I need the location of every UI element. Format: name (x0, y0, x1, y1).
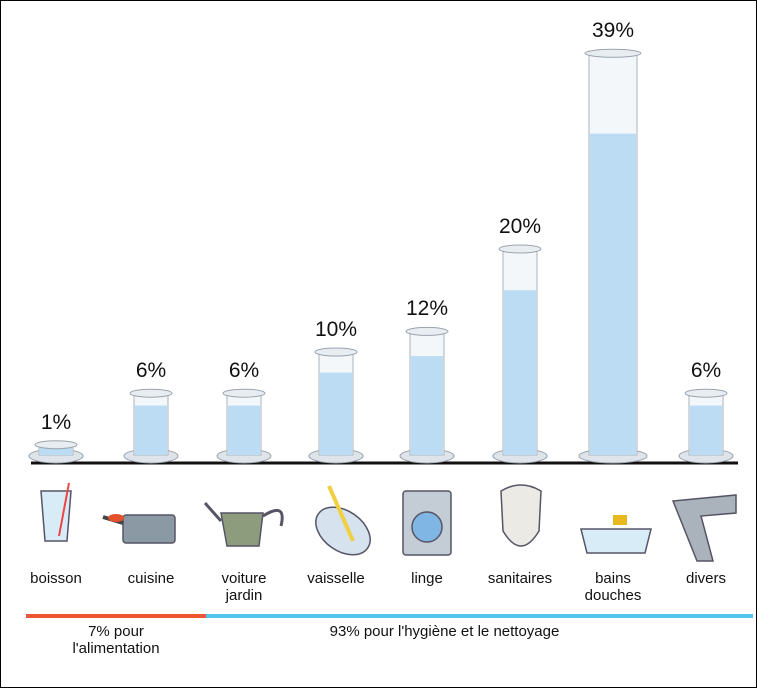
water (40, 446, 72, 455)
group-label: 7% pour l'alimentation (72, 623, 160, 657)
cylinder-rim (222, 388, 266, 398)
category-label: cuisine (127, 570, 175, 587)
cylinder-rim (584, 48, 642, 58)
water (504, 290, 536, 455)
category-label: divers (685, 570, 726, 587)
category-label: linge (411, 570, 443, 587)
value-label: 20% (498, 215, 542, 238)
value-label: 1% (40, 410, 72, 434)
category-label: boisson (30, 570, 82, 587)
value-label: 12% (405, 297, 449, 321)
cylinder-rim (34, 440, 78, 450)
value-label: 6% (228, 359, 260, 383)
water (690, 405, 722, 455)
cylinder-rim (129, 388, 173, 398)
category-label: sanitaires (487, 570, 553, 587)
water (135, 405, 167, 455)
value-label: 6% (135, 359, 167, 383)
icons (40, 482, 737, 562)
cylinder-rim (314, 347, 358, 357)
water (411, 356, 443, 455)
category-label: voiture jardin (221, 570, 267, 604)
value-label: 6% (690, 359, 722, 383)
water (590, 133, 636, 455)
water (320, 372, 352, 455)
cylinder-rim (684, 388, 728, 398)
cylinder-rim (405, 326, 449, 336)
category-label: vaisselle (307, 570, 365, 587)
group-label: 93% pour l'hygiène et le nettoyage (329, 623, 560, 640)
value-label: 10% (314, 318, 358, 341)
cylinder-rim (498, 244, 542, 254)
value-label: 39% (591, 19, 635, 43)
water (228, 405, 260, 455)
category-label: bains douches (584, 570, 642, 604)
